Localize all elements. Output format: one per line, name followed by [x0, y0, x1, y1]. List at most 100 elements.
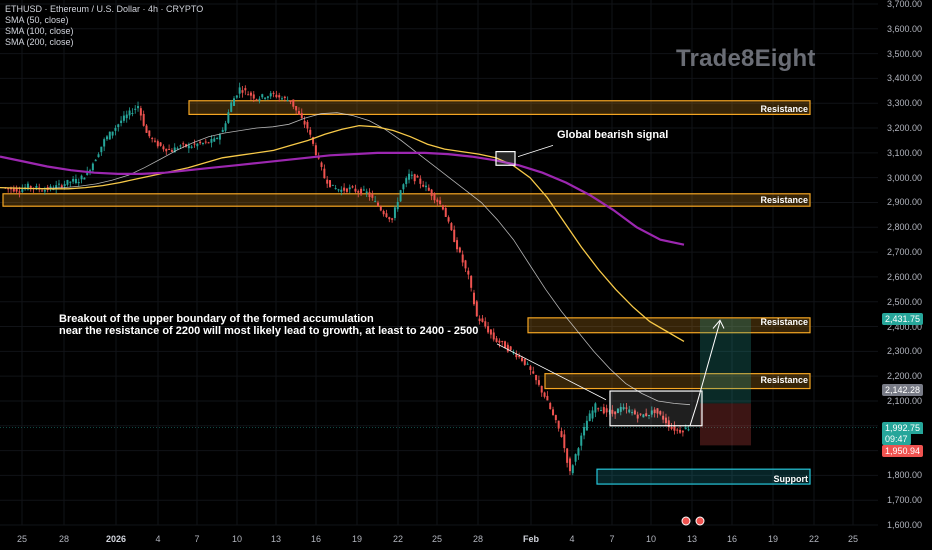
candle-body — [10, 187, 13, 190]
candle-body — [233, 98, 236, 106]
candle-body — [444, 207, 447, 217]
event-flag-icon[interactable] — [695, 516, 705, 526]
breakout-pointer-line — [496, 343, 607, 401]
candle-body — [362, 189, 365, 191]
candle-body — [74, 178, 77, 184]
candle-body — [345, 188, 348, 192]
zone-label-resistance-2: Resistance — [760, 195, 808, 205]
accumulation-box[interactable] — [609, 390, 703, 427]
candle-body — [199, 141, 202, 144]
x-tick-label: 10 — [645, 534, 657, 544]
candle-body — [602, 407, 605, 414]
candle-body — [616, 408, 619, 414]
candle-body — [537, 380, 540, 385]
sma100-line[interactable] — [0, 124, 685, 342]
candle-body — [461, 254, 464, 263]
candle-body — [264, 97, 267, 99]
candle-body — [185, 144, 188, 147]
candle-body — [560, 431, 563, 438]
candle-body — [187, 145, 190, 149]
candle-body — [210, 138, 213, 143]
y-tick-label: 3,600.00 — [887, 23, 923, 34]
candle-body — [470, 275, 473, 288]
candle-body — [410, 174, 413, 176]
candle-body — [450, 223, 453, 231]
candle-body — [35, 185, 38, 189]
candle-body — [292, 99, 295, 107]
x-tick-label: 25 — [16, 534, 28, 544]
x-tick-label: 13 — [686, 534, 698, 544]
candle-body — [105, 136, 108, 140]
indicator-sma200-label[interactable]: SMA (200, close) — [5, 37, 74, 47]
candle-body — [351, 186, 354, 188]
position-target-area[interactable] — [700, 318, 751, 404]
event-flag-icon[interactable] — [681, 516, 691, 526]
candle-body — [7, 188, 10, 190]
candle-body — [588, 413, 591, 422]
candle-body — [278, 95, 281, 98]
sma50-line[interactable] — [0, 112, 691, 406]
candle-body — [684, 427, 687, 430]
x-tick-label: 13 — [270, 534, 282, 544]
candle-body — [329, 180, 332, 187]
candle-body — [399, 190, 402, 202]
indicator-sma50-label[interactable]: SMA (50, close) — [5, 15, 69, 25]
projection-arrow[interactable] — [689, 321, 721, 426]
candle-body — [230, 102, 233, 112]
candle-body — [382, 211, 385, 215]
candle-body — [83, 177, 86, 180]
candle-body — [467, 270, 470, 275]
candle-body — [580, 435, 583, 446]
candle-body — [673, 426, 676, 431]
candle-body — [201, 142, 204, 144]
candle-body — [396, 201, 399, 210]
sma200-line[interactable] — [0, 151, 685, 246]
candle-body — [343, 187, 346, 191]
candle-body — [131, 112, 134, 114]
candle-body — [63, 184, 66, 187]
candle-body — [114, 127, 117, 131]
candle-body — [659, 411, 662, 415]
candle-body — [597, 408, 600, 410]
candle-body — [391, 218, 394, 220]
target-price-badge: 2,431.75 — [882, 313, 924, 325]
candle-body — [21, 189, 24, 193]
candle-body — [557, 420, 560, 429]
candle-body — [26, 183, 29, 190]
candle-body — [320, 162, 323, 167]
y-tick-label: 3,000.00 — [887, 172, 923, 183]
candle-body — [583, 426, 586, 436]
candle-body — [340, 189, 343, 192]
candle-body — [247, 94, 250, 96]
candle-body — [518, 356, 521, 358]
candle-body — [546, 395, 549, 401]
candle-body — [117, 124, 120, 128]
candle-body — [433, 193, 436, 201]
candle-body — [224, 123, 227, 131]
candle-body — [405, 178, 408, 184]
candle-body — [244, 88, 247, 91]
y-tick-label: 2,100.00 — [887, 395, 923, 406]
candle-body — [145, 125, 148, 133]
candle-body — [100, 146, 103, 153]
candle-body — [591, 410, 594, 419]
candle-body — [207, 142, 210, 144]
bearish-signal-box[interactable] — [495, 151, 516, 166]
candle-body — [422, 184, 425, 187]
y-tick-label: 2,600.00 — [887, 271, 923, 282]
candle-body — [72, 178, 75, 182]
candle-body — [193, 143, 196, 145]
candle-body — [249, 92, 252, 96]
bar-countdown-badge: 09:47 — [882, 433, 911, 445]
candle-body — [165, 148, 168, 152]
candle-body — [357, 191, 360, 193]
candle-body — [605, 408, 608, 413]
indicator-sma100-label[interactable]: SMA (100, close) — [5, 26, 74, 36]
candle-body — [151, 138, 154, 140]
position-stop-area[interactable] — [700, 403, 751, 446]
support-zone — [596, 468, 811, 485]
candle-body — [360, 188, 363, 195]
candle-body — [218, 134, 221, 140]
y-tick-label: 2,500.00 — [887, 296, 923, 307]
